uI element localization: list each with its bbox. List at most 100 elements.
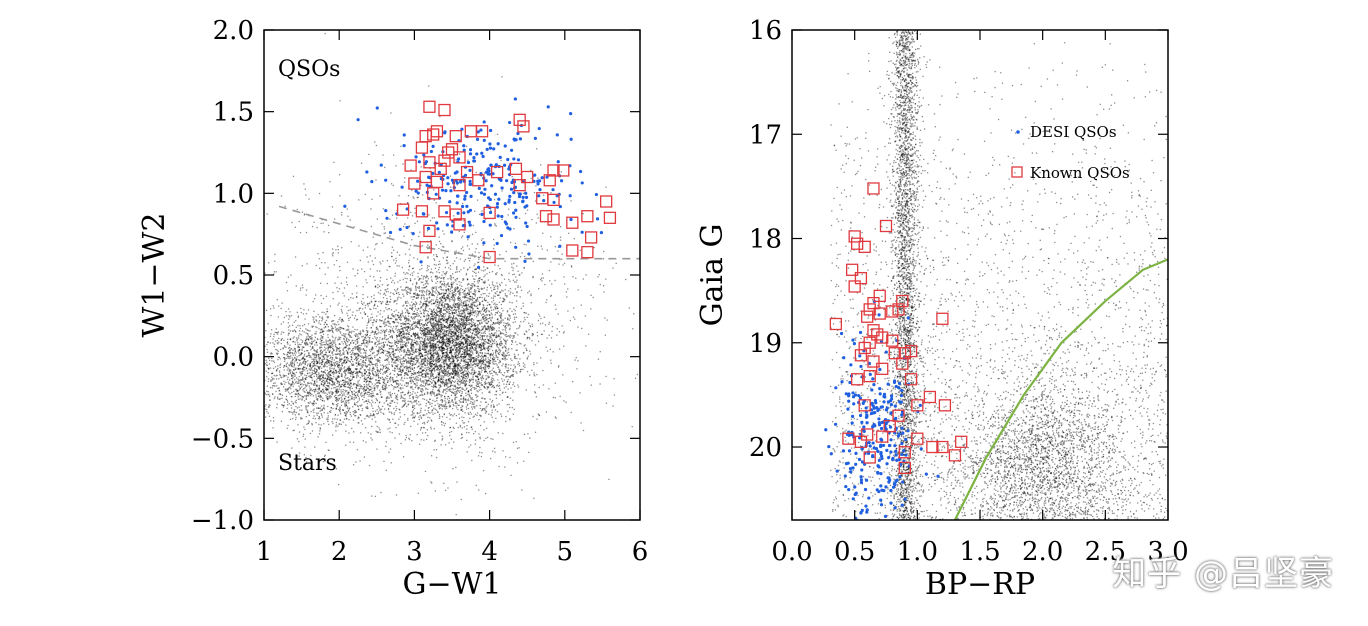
- star-point: [414, 333, 416, 335]
- star-point: [395, 356, 397, 358]
- star-point: [503, 352, 505, 354]
- star-point: [452, 309, 455, 311]
- star-point: [475, 384, 478, 387]
- star-point: [428, 360, 430, 363]
- star-point: [426, 298, 429, 300]
- star-point: [416, 384, 418, 386]
- star-point: [549, 348, 552, 350]
- star-point: [491, 316, 493, 318]
- star-point: [452, 315, 455, 317]
- star-point: [469, 314, 471, 317]
- star-point: [441, 328, 443, 330]
- star-point: [404, 350, 406, 352]
- star-point: [432, 286, 434, 288]
- star-point: [464, 327, 466, 330]
- star-point: [452, 360, 455, 362]
- star-point: [413, 271, 415, 273]
- star-point: [437, 367, 440, 370]
- star-point: [464, 309, 466, 311]
- star-point: [417, 395, 419, 398]
- star-point: [448, 324, 451, 326]
- star-point: [473, 361, 475, 363]
- star-point: [406, 292, 408, 294]
- star-point: [437, 323, 439, 326]
- star-point: [452, 360, 455, 362]
- star-point: [441, 335, 444, 338]
- star-point: [519, 358, 521, 360]
- star-point: [431, 311, 433, 313]
- star-point: [442, 341, 445, 344]
- star-point: [472, 338, 475, 340]
- star-point: [426, 297, 428, 299]
- star-point: [493, 340, 495, 342]
- star-point: [335, 377, 337, 379]
- star-point: [404, 327, 407, 329]
- star-point: [442, 328, 444, 331]
- star-point: [446, 405, 448, 408]
- star-point: [473, 403, 475, 406]
- star-point: [430, 315, 433, 318]
- star-point: [378, 380, 380, 382]
- star-point: [439, 341, 441, 343]
- star-point: [448, 374, 451, 377]
- star-point: [420, 306, 423, 309]
- star-point: [519, 324, 521, 327]
- star-point: [465, 398, 467, 400]
- star-point: [453, 260, 456, 262]
- star-point: [516, 265, 518, 267]
- star-point: [465, 342, 467, 344]
- star-point: [459, 304, 461, 306]
- star-point: [435, 363, 438, 365]
- star-point: [447, 306, 450, 308]
- star-point: [516, 372, 518, 374]
- star-point: [409, 360, 411, 362]
- star-point: [432, 319, 434, 321]
- star-point: [431, 294, 433, 296]
- star-point: [408, 326, 410, 329]
- star-point: [457, 349, 459, 351]
- star-point: [453, 381, 456, 384]
- star-point: [443, 339, 446, 341]
- star-point: [472, 398, 474, 401]
- star-point: [469, 355, 472, 357]
- star-point: [490, 341, 492, 343]
- star-point: [421, 348, 423, 350]
- star-point: [431, 279, 433, 281]
- star-point: [403, 323, 405, 325]
- star-point: [466, 338, 469, 341]
- star-point: [441, 333, 444, 335]
- star-point: [475, 324, 477, 327]
- star-point: [504, 391, 507, 394]
- star-point: [395, 379, 398, 382]
- star-point: [449, 351, 451, 354]
- star-point: [430, 367, 432, 369]
- star-point: [452, 338, 454, 340]
- star-point: [476, 314, 478, 316]
- star-point: [455, 355, 457, 357]
- star-point: [382, 352, 385, 354]
- star-point: [440, 348, 442, 351]
- star-point: [410, 307, 413, 310]
- star-point: [403, 366, 406, 368]
- star-point: [438, 335, 440, 337]
- star-point: [466, 335, 468, 337]
- star-point: [502, 338, 505, 340]
- star-point: [392, 358, 394, 360]
- star-point: [533, 384, 536, 386]
- star-point: [460, 315, 462, 318]
- star-point: [405, 317, 407, 320]
- star-point: [509, 325, 511, 327]
- star-point: [454, 391, 456, 393]
- star-point: [405, 385, 408, 388]
- star-point: [429, 402, 431, 404]
- star-point: [445, 318, 447, 321]
- star-point: [438, 384, 440, 386]
- star-point: [409, 279, 412, 282]
- star-point: [465, 304, 467, 307]
- star-point: [374, 286, 377, 288]
- star-point: [454, 380, 457, 382]
- star-point: [491, 416, 493, 418]
- star-point: [492, 359, 494, 361]
- star-point: [454, 370, 456, 372]
- star-point: [468, 313, 471, 315]
